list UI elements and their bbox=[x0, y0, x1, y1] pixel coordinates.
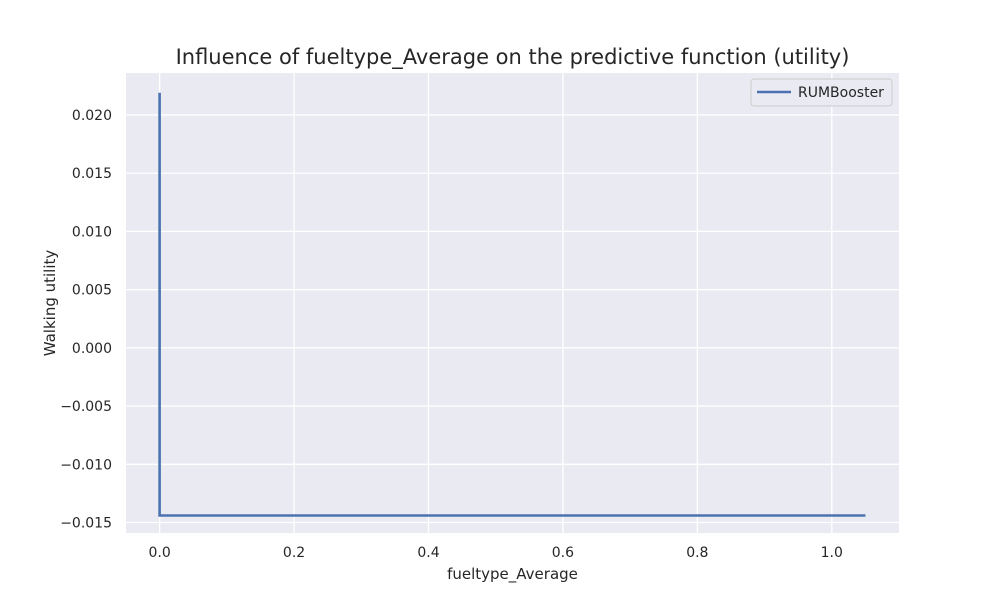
chart-title: Influence of fueltype_Average on the pre… bbox=[176, 45, 850, 70]
legend-box bbox=[750, 78, 893, 107]
y-tick-label: 0.000 bbox=[72, 341, 112, 357]
x-tick-label: 1.0 bbox=[821, 545, 843, 561]
series-layer bbox=[158, 92, 866, 517]
x-tick-label: 0.0 bbox=[148, 545, 170, 561]
legend: RUMBooster bbox=[750, 78, 893, 107]
x-axis-label: fueltype_Average bbox=[447, 565, 578, 584]
x-tick-label: 0.4 bbox=[417, 545, 439, 561]
x-tick-label: 0.2 bbox=[283, 545, 305, 561]
y-tick-label: −0.010 bbox=[60, 457, 112, 473]
y-tick-label: 0.010 bbox=[72, 224, 112, 240]
y-axis-label: Walking utility bbox=[41, 250, 59, 357]
x-axis-ticks: 0.0 0.2 0.4 0.6 0.8 1.0 bbox=[148, 545, 842, 561]
y-tick-label: 0.020 bbox=[72, 108, 112, 124]
x-tick-label: 0.6 bbox=[552, 545, 574, 561]
grid bbox=[126, 73, 899, 533]
x-tick-label: 0.8 bbox=[686, 545, 708, 561]
y-tick-label: −0.015 bbox=[60, 516, 112, 532]
y-tick-label: 0.005 bbox=[72, 283, 112, 299]
series-line bbox=[158, 92, 866, 517]
y-axis-ticks: 0.020 0.015 0.010 0.005 0.000 −0.005 −0.010 −0.… bbox=[60, 108, 112, 532]
legend-label: RUMBooster bbox=[798, 85, 884, 101]
y-tick-label: 0.015 bbox=[72, 166, 112, 182]
y-tick-label: −0.005 bbox=[60, 399, 112, 415]
plot-area bbox=[126, 73, 899, 533]
